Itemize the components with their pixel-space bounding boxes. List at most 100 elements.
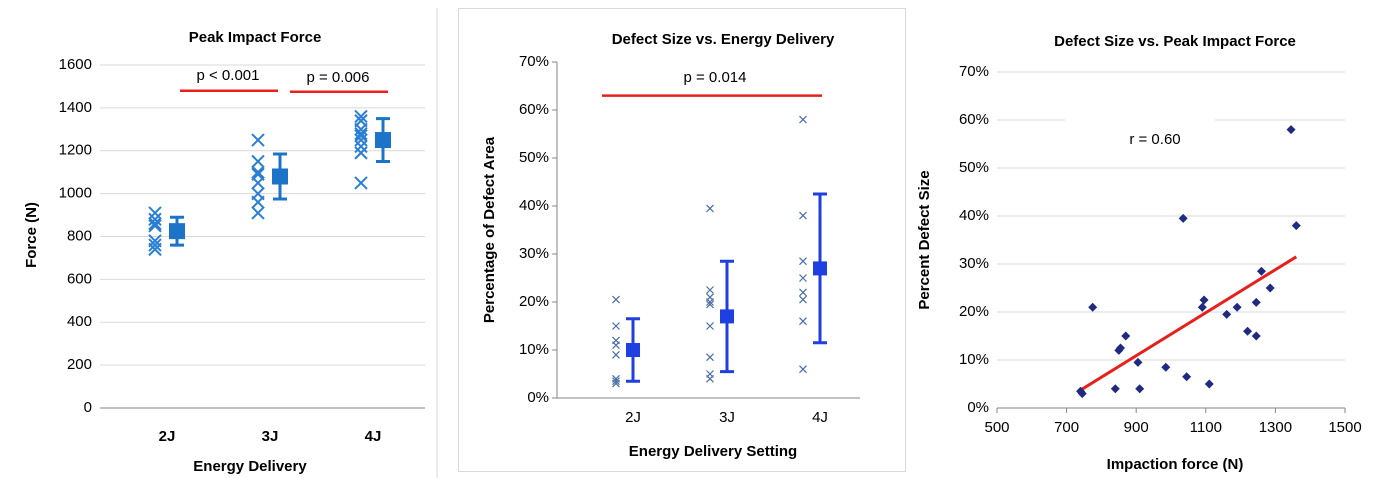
- y-tick-label: 20%: [959, 303, 989, 320]
- point: [1256, 266, 1266, 276]
- mean-marker: [272, 168, 288, 185]
- point: [799, 115, 807, 124]
- y-tick-label: 20%: [519, 293, 549, 310]
- point: [612, 322, 620, 330]
- y-tick-label: 50%: [959, 159, 989, 176]
- mean-marker: [720, 309, 734, 324]
- y-tick-label: 1400: [59, 99, 92, 116]
- point: [251, 176, 265, 190]
- point: [612, 295, 620, 304]
- point: [1232, 302, 1242, 312]
- point: [1291, 221, 1301, 231]
- y-tick-label: 0: [84, 399, 92, 416]
- mean-marker: [375, 132, 391, 149]
- y-tick-label: 30%: [519, 245, 549, 262]
- y-tick-label: 1200: [59, 142, 92, 159]
- point: [612, 379, 620, 388]
- point: [251, 154, 265, 169]
- y-tick-label: 10%: [959, 351, 989, 368]
- point: [251, 195, 265, 209]
- point: [1110, 384, 1120, 394]
- point: [706, 353, 714, 362]
- point: [1265, 283, 1275, 293]
- y-tick-label: 60%: [959, 111, 989, 128]
- point: [612, 350, 620, 359]
- x-tick-label: 1100: [1190, 419, 1222, 436]
- point: [251, 165, 265, 179]
- point: [148, 242, 162, 257]
- point: [1178, 213, 1188, 223]
- x-axis-label: Impaction force (N): [1107, 456, 1244, 473]
- point: [1135, 384, 1145, 394]
- point: [1251, 297, 1261, 307]
- y-tick-label: 70%: [959, 63, 989, 80]
- point: [1182, 372, 1192, 382]
- x-tick-label: 500: [984, 419, 1009, 436]
- annotation: p = 0.014: [684, 69, 747, 86]
- point: [1116, 343, 1126, 353]
- y-tick-label: 60%: [519, 101, 549, 118]
- y-tick-label: 200: [67, 356, 92, 373]
- y-tick-label: 30%: [959, 255, 989, 272]
- mean-marker: [626, 343, 640, 357]
- annotation-box: [1065, 112, 1215, 128]
- point: [1121, 331, 1131, 341]
- annotation: p < 0.001: [197, 67, 260, 84]
- x-tick-label: 900: [1124, 419, 1149, 436]
- point: [148, 219, 162, 233]
- x-tick-label: 700: [1054, 419, 1079, 436]
- point: [1197, 302, 1207, 312]
- panel-border: [458, 8, 906, 472]
- point: [1286, 125, 1296, 135]
- y-tick-label: 40%: [959, 207, 989, 224]
- point: [799, 274, 807, 282]
- x-tick-label: 1500: [1328, 419, 1361, 436]
- x-tick-label: 3J: [262, 428, 279, 445]
- x-tick-label: 3J: [719, 409, 735, 426]
- chart-title: Defect Size vs. Peak Impact Force: [1054, 33, 1296, 50]
- y-tick-label: 400: [67, 313, 92, 330]
- chart-title: Peak Impact Force: [189, 29, 322, 46]
- point: [354, 129, 368, 143]
- point: [706, 204, 714, 213]
- y-axis-label: Percentage of Defect Area: [481, 136, 498, 323]
- point: [354, 139, 368, 154]
- y-axis-label: Force (N): [23, 202, 40, 268]
- y-axis-label: Percent Defect Size: [916, 170, 933, 309]
- y-tick-label: 10%: [519, 341, 549, 358]
- point: [354, 133, 368, 147]
- point: [799, 288, 807, 297]
- y-tick-label: 50%: [519, 149, 549, 166]
- point: [1222, 309, 1232, 319]
- point: [251, 206, 265, 220]
- y-tick-label: 0%: [967, 399, 989, 416]
- y-tick-label: 40%: [519, 197, 549, 214]
- x-tick-label: 2J: [159, 428, 176, 445]
- x-tick-label: 4J: [365, 428, 382, 445]
- y-tick-label: 1000: [59, 185, 92, 202]
- point: [706, 300, 714, 309]
- point: [612, 341, 620, 350]
- point: [706, 298, 714, 306]
- point: [1161, 362, 1171, 372]
- point: [799, 317, 807, 326]
- point: [1243, 326, 1253, 336]
- x-tick-label: 4J: [812, 409, 828, 426]
- point: [148, 212, 162, 227]
- point: [706, 286, 714, 294]
- point: [251, 133, 265, 147]
- point: [1251, 331, 1261, 341]
- x-tick-label: 2J: [625, 409, 641, 426]
- y-tick-label: 70%: [519, 53, 549, 70]
- point: [1133, 357, 1143, 367]
- point: [148, 238, 162, 252]
- y-tick-label: 600: [67, 270, 92, 287]
- point: [799, 295, 807, 304]
- chart-title: Defect Size vs. Energy Delivery: [612, 31, 835, 48]
- x-axis-label: Energy Delivery: [193, 458, 307, 475]
- point: [354, 146, 368, 160]
- mean-marker: [813, 261, 827, 276]
- x-tick-label: 1300: [1259, 419, 1292, 436]
- mean-marker: [169, 223, 185, 240]
